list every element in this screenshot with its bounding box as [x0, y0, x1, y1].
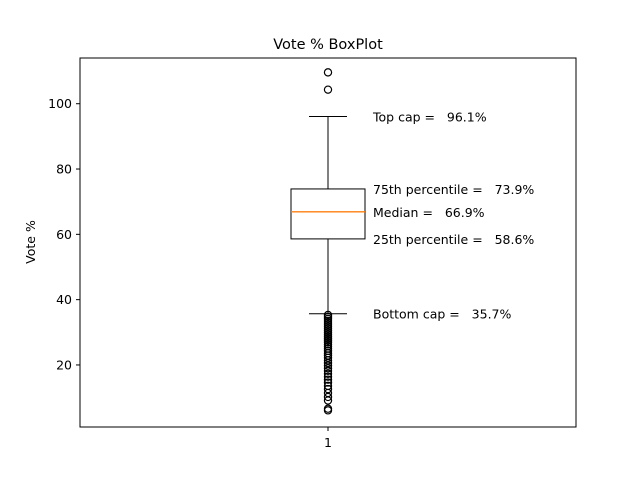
y-tick-label: 60: [56, 227, 72, 242]
outlier-point: [323, 369, 333, 378]
y-tick-label: 80: [56, 162, 72, 177]
outlier-point: [323, 406, 333, 415]
outlier-point: [323, 392, 333, 402]
outlier-point: [323, 372, 333, 381]
y-axis: 20 40 60 80 100: [48, 96, 80, 372]
outlier-point: [323, 378, 333, 387]
y-tick-label: 40: [56, 292, 72, 307]
outlier-point: [323, 364, 333, 373]
annotation-label: Top cap = 96.1%: [372, 109, 487, 124]
outlier-point: [323, 375, 333, 384]
outlier-point: [323, 358, 333, 368]
box-group: [290, 115, 366, 315]
outlier-point: [323, 85, 333, 94]
annotations: Top cap = 96.1% 75th percentile = 73.9% Me…: [372, 109, 534, 321]
outlier-point: [323, 356, 333, 365]
annotation-label: Median = 66.9%: [373, 205, 485, 220]
outlier-point: [323, 396, 333, 405]
y-tick-label: 100: [48, 96, 72, 111]
y-tick-label: 20: [56, 357, 72, 372]
chart-title: Vote % BoxPlot: [273, 37, 383, 53]
outlier-point: [323, 353, 333, 362]
y-axis-label: Vote %: [23, 220, 38, 264]
outlier-point: [323, 361, 333, 370]
outlier-point: [323, 366, 333, 376]
annotation-label: 75th percentile = 73.9%: [373, 182, 534, 197]
outlier-point: [323, 384, 333, 394]
iqr-box: [290, 188, 366, 240]
annotation-label: 25th percentile = 58.6%: [373, 232, 534, 247]
x-axis: 1: [324, 427, 332, 450]
outlier-points: [323, 68, 333, 415]
annotation-label: Bottom cap = 35.7%: [373, 307, 511, 322]
x-tick-label: 1: [324, 435, 332, 450]
outlier-point: [323, 68, 333, 77]
